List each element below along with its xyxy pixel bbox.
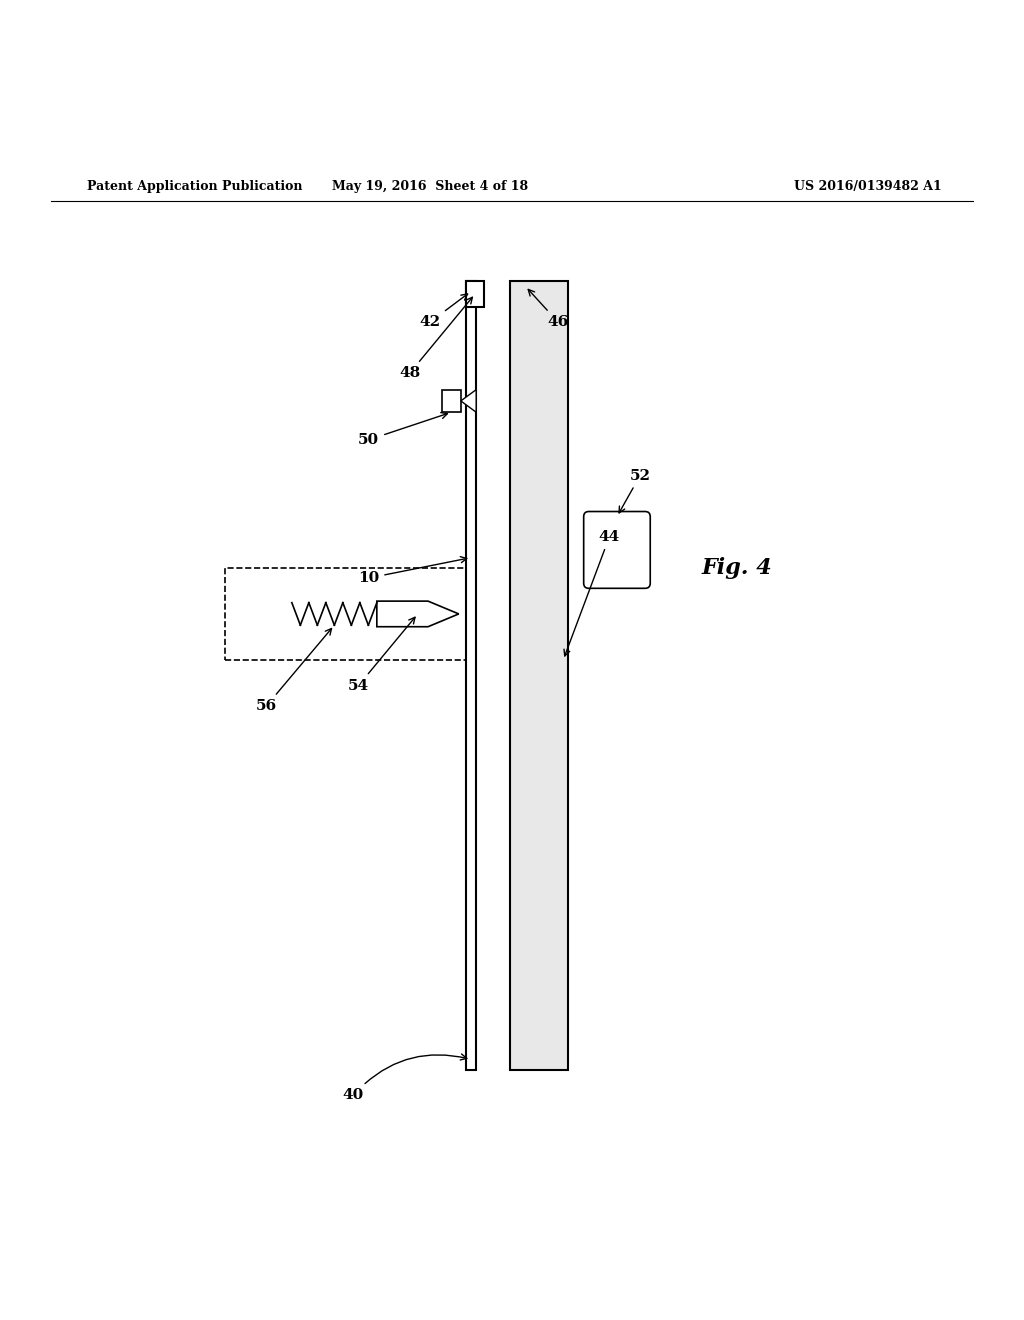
Text: 54: 54 <box>348 618 415 693</box>
Text: 52: 52 <box>620 469 650 513</box>
Text: 44: 44 <box>564 531 620 656</box>
Text: Fig. 4: Fig. 4 <box>701 557 773 579</box>
Text: 50: 50 <box>358 413 447 447</box>
Text: 46: 46 <box>528 289 568 329</box>
Bar <box>442 389 461 412</box>
Text: US 2016/0139482 A1: US 2016/0139482 A1 <box>795 181 942 194</box>
Text: 40: 40 <box>343 1053 467 1102</box>
Bar <box>466 281 476 1069</box>
Text: Patent Application Publication: Patent Application Publication <box>87 181 302 194</box>
Bar <box>466 281 484 306</box>
Bar <box>510 281 568 1069</box>
Text: 10: 10 <box>358 557 467 585</box>
Text: 56: 56 <box>256 628 332 713</box>
Polygon shape <box>461 389 476 412</box>
Text: 42: 42 <box>420 294 468 329</box>
FancyBboxPatch shape <box>584 512 650 589</box>
Text: May 19, 2016  Sheet 4 of 18: May 19, 2016 Sheet 4 of 18 <box>332 181 528 194</box>
Polygon shape <box>377 601 459 627</box>
Text: 48: 48 <box>399 297 472 380</box>
Bar <box>225 568 466 660</box>
